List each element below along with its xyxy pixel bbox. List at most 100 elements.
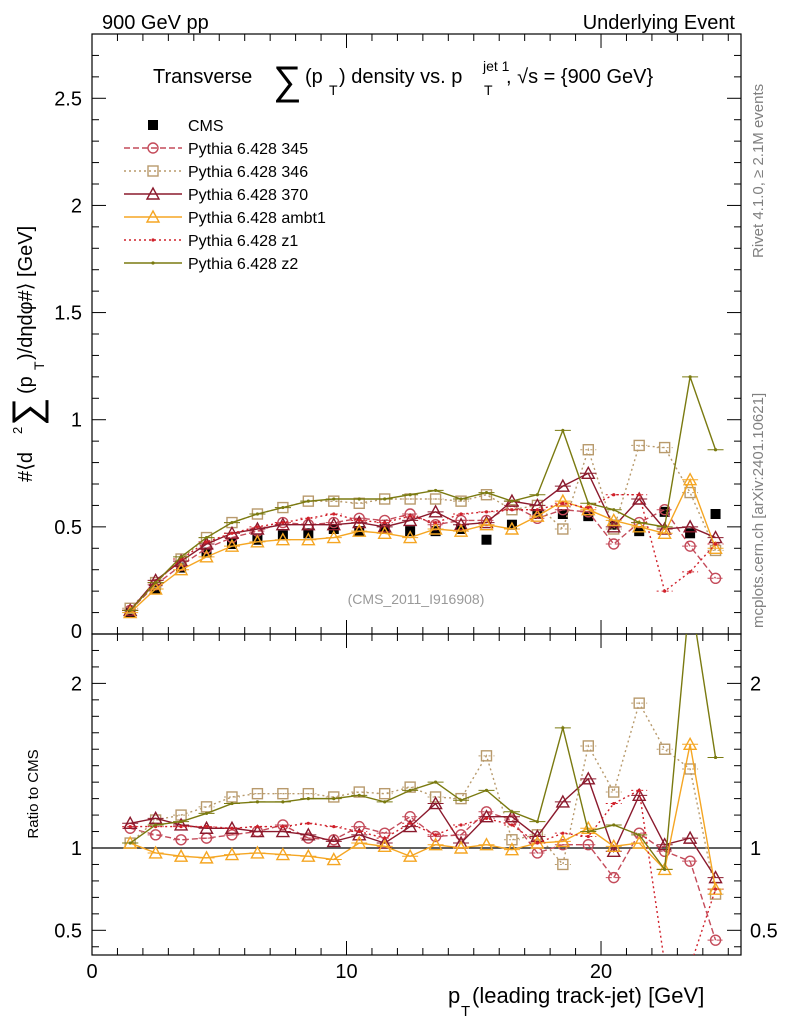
analysis-watermark: (CMS_2011_I916908) bbox=[348, 591, 485, 607]
main-point bbox=[713, 542, 718, 546]
ratio-point bbox=[429, 830, 442, 843]
ylabel-sub: T bbox=[31, 361, 47, 370]
ratio-point bbox=[637, 833, 641, 837]
y-tick-label: 0.5 bbox=[54, 517, 82, 539]
ratio-point bbox=[428, 796, 443, 810]
main-point bbox=[428, 504, 443, 518]
main-point bbox=[710, 509, 721, 519]
main-point bbox=[632, 491, 647, 505]
header-right: Underlying Event bbox=[583, 12, 736, 34]
legend-label: Pythia 6.428 346 bbox=[188, 164, 308, 181]
ratio-point bbox=[277, 787, 289, 800]
legend-entry-5: Pythia 6.428 z1 bbox=[124, 233, 298, 250]
ratio-point bbox=[632, 787, 647, 802]
ratio-point bbox=[383, 836, 387, 840]
ratio-point bbox=[149, 829, 162, 841]
main-point bbox=[606, 519, 621, 533]
main-point bbox=[682, 472, 698, 486]
main-series-line bbox=[129, 494, 717, 611]
legend-marker bbox=[151, 261, 155, 265]
ratio-point bbox=[250, 845, 265, 859]
ratio-series-line bbox=[129, 744, 717, 890]
ratio-point bbox=[281, 800, 285, 804]
ratio-point bbox=[535, 820, 539, 824]
main-point bbox=[199, 549, 214, 563]
ratio-point bbox=[612, 823, 616, 827]
ratio-point bbox=[561, 726, 565, 730]
main-point bbox=[586, 501, 590, 505]
legend-entry-1: Pythia 6.428 345 bbox=[124, 141, 308, 158]
legend-marker bbox=[147, 165, 159, 177]
main-point bbox=[328, 524, 339, 534]
main-point bbox=[634, 526, 645, 537]
main-point bbox=[682, 519, 698, 533]
main-point bbox=[378, 514, 391, 527]
ratio-point bbox=[408, 821, 412, 825]
main-point bbox=[306, 516, 310, 520]
main-point bbox=[504, 521, 520, 535]
main-point bbox=[557, 509, 568, 519]
xlabel: p T (leading track-jet) [GeV] bbox=[448, 983, 704, 1020]
main-point bbox=[459, 512, 463, 516]
ratio-point bbox=[328, 791, 340, 803]
main-point bbox=[377, 525, 392, 539]
ratio-point bbox=[510, 810, 514, 814]
ratio-series-5 bbox=[122, 634, 724, 872]
ratio-point bbox=[255, 825, 260, 829]
ratio-point bbox=[586, 834, 590, 839]
main-point bbox=[510, 499, 514, 503]
ratio-point bbox=[275, 847, 291, 861]
ratio-point bbox=[357, 793, 361, 797]
main-point bbox=[383, 497, 387, 501]
ratio-point bbox=[459, 798, 463, 802]
side-label-bottom: mcplots.cern.ch [arXiv:2401.10621] bbox=[750, 393, 767, 628]
main-point bbox=[608, 538, 620, 550]
main-point bbox=[199, 536, 214, 550]
main-point bbox=[510, 508, 514, 512]
ylabel-sup: 2 bbox=[10, 427, 25, 434]
legend-label: Pythia 6.428 z2 bbox=[188, 256, 298, 273]
ratio-point bbox=[332, 825, 336, 829]
main-point bbox=[557, 523, 569, 535]
main-point bbox=[377, 519, 392, 533]
main-point bbox=[561, 501, 565, 505]
ratio-point bbox=[199, 820, 214, 834]
ratio-point bbox=[682, 830, 698, 844]
ratio-point bbox=[332, 797, 336, 801]
ratio-point bbox=[504, 809, 520, 823]
main-point bbox=[277, 530, 288, 541]
ratio-point bbox=[377, 835, 392, 849]
main-point bbox=[430, 526, 441, 537]
ratio-point bbox=[277, 819, 289, 831]
legend-label: Pythia 6.428 345 bbox=[188, 141, 308, 158]
main-point bbox=[561, 428, 565, 433]
ratio-point bbox=[586, 829, 590, 834]
y-tick-label: 1.5 bbox=[54, 303, 82, 325]
ratio-series-line bbox=[130, 777, 717, 879]
legend-marker bbox=[145, 186, 161, 200]
legend-entry-6: Pythia 6.428 z2 bbox=[124, 256, 298, 273]
ratio-point bbox=[713, 887, 718, 891]
ratio-point bbox=[684, 855, 696, 867]
main-series-line bbox=[129, 376, 717, 611]
ratio-series-line bbox=[130, 789, 717, 955]
ratio-point bbox=[561, 831, 565, 835]
main-point bbox=[255, 512, 260, 516]
ratio-series-layer bbox=[122, 634, 724, 968]
main-point bbox=[230, 531, 234, 535]
ratio-point bbox=[480, 750, 493, 762]
ratio-point bbox=[688, 965, 691, 968]
ratio-point bbox=[479, 837, 494, 851]
ratio-point bbox=[224, 847, 240, 861]
ratio-point bbox=[663, 962, 666, 965]
ratio-point bbox=[357, 829, 361, 834]
ratio-point bbox=[326, 852, 341, 866]
ratio-series-3 bbox=[122, 736, 724, 895]
main-point bbox=[481, 534, 492, 545]
ratio-point bbox=[122, 815, 138, 830]
ratio-point bbox=[658, 845, 671, 857]
main-point bbox=[281, 520, 285, 525]
ratio-point bbox=[224, 820, 240, 834]
ratio-point bbox=[433, 833, 438, 837]
ratio-series-0 bbox=[122, 806, 724, 946]
